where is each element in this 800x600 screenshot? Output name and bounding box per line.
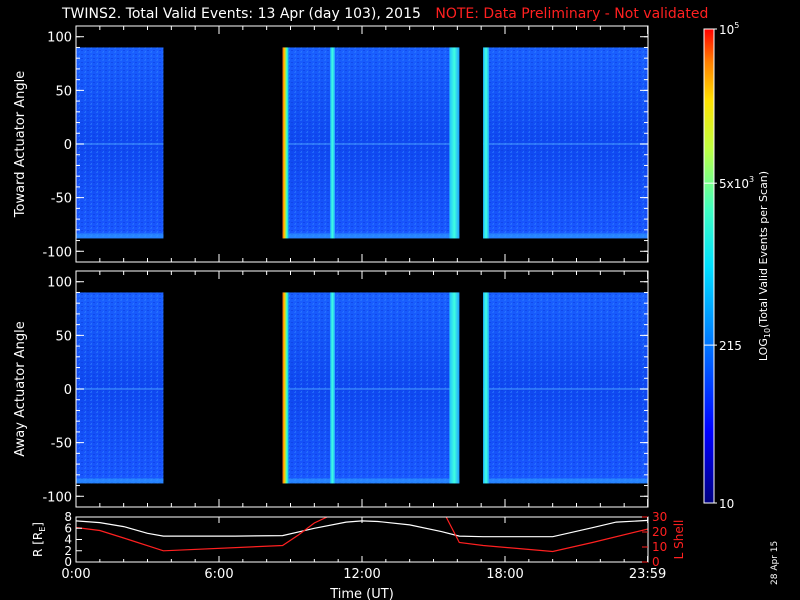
y-tick-label: -100 xyxy=(42,490,72,505)
colorbar-tick-label: 215 xyxy=(719,339,742,353)
date-stamp: 28 Apr 15 xyxy=(770,540,780,585)
y-axis-label-main: R [R xyxy=(31,532,45,557)
y2-axis-label: L Shell xyxy=(672,520,686,560)
y2-tick-label: 30 xyxy=(652,510,667,524)
y-tick-label: 100 xyxy=(47,276,72,291)
edge-band xyxy=(483,233,648,239)
y-tick-label: 2 xyxy=(64,544,72,558)
preliminary-note: NOTE: Data Preliminary - Not validated xyxy=(435,6,709,22)
bright-stripe xyxy=(330,47,335,239)
x-tick-label: 12:00 xyxy=(343,567,380,582)
colorbar-tick-label: 10 xyxy=(719,497,734,511)
y-tick-label: 8 xyxy=(64,510,72,524)
bright-stripe xyxy=(449,292,460,484)
y2-tick-label: 10 xyxy=(652,540,667,554)
colorbar-label-sub: 10 xyxy=(763,328,772,338)
bright-stripe xyxy=(449,47,460,239)
y-tick-label: 50 xyxy=(55,84,72,99)
bright-stripe xyxy=(282,292,289,484)
edge-band xyxy=(282,233,460,239)
y-tick-label: 4 xyxy=(64,533,72,547)
edge-band xyxy=(282,478,460,484)
heatmap-panel-1: 100 50 0 -50 -100 Toward Actuator Angle xyxy=(13,25,649,263)
y-axis-label-close: ] xyxy=(31,522,45,527)
colorbar-tick-text: 215 xyxy=(719,339,742,353)
colorbar-tick-text: 5x10 xyxy=(719,177,749,191)
y-tick-label: 0 xyxy=(64,555,72,569)
chart-title: TWINS2. Total Valid Events: 13 Apr (day … xyxy=(62,6,708,22)
heatmap-panel-2: 100 50 0 -50 -100 Away Actuator Angle xyxy=(13,270,649,508)
colorbar-tick-text: 10 xyxy=(719,23,734,37)
edge-band xyxy=(76,478,164,484)
axes-frame xyxy=(75,516,649,563)
y-axis-label: Away Actuator Angle xyxy=(13,321,28,456)
y-axis-label: R [RE] xyxy=(31,522,47,557)
zero-band xyxy=(483,142,648,145)
y-tick-label: 100 xyxy=(47,31,72,46)
y-tick-label: -100 xyxy=(42,245,72,260)
bright-stripe xyxy=(282,47,289,239)
lshell-series-line xyxy=(76,517,648,553)
bright-stripe xyxy=(483,47,490,239)
y-axis-label: Toward Actuator Angle xyxy=(13,71,28,218)
edge-band xyxy=(483,478,648,484)
y-tick-label: 50 xyxy=(55,329,72,344)
y-axis-label-sub: E xyxy=(38,527,47,532)
zero-band xyxy=(282,142,460,145)
title-text: TWINS2. Total Valid Events: 13 Apr (day … xyxy=(62,6,421,22)
bright-stripe xyxy=(330,292,335,484)
colorbar-tick-sup: 3 xyxy=(749,175,754,184)
y-tick-label: -50 xyxy=(51,437,72,452)
zero-band xyxy=(76,387,164,390)
y-tick-label: 0 xyxy=(64,138,72,153)
y-tick-label: 6 xyxy=(64,521,72,535)
zero-band xyxy=(282,387,460,390)
y-tick-label: -50 xyxy=(51,192,72,207)
y2-tick-label: 20 xyxy=(652,525,667,539)
edge-band xyxy=(76,233,164,239)
x-tick-label: 23:59 xyxy=(629,567,666,582)
zero-band xyxy=(483,387,648,390)
colorbar-label: LOG10(Total Valid Events per Scan) xyxy=(757,171,772,361)
colorbar-tick-label: 5x103 xyxy=(719,175,754,191)
colorbar-label-rest: (Total Valid Events per Scan) xyxy=(757,171,770,328)
x-tick-label: 0:00 xyxy=(61,567,90,582)
zero-band xyxy=(76,142,164,145)
colorbar-label-main: LOG xyxy=(757,338,770,361)
bright-stripe xyxy=(483,292,490,484)
y-tick-label: 0 xyxy=(64,383,72,398)
colorbar-gradient xyxy=(704,29,714,503)
colorbar-tick-label: 105 xyxy=(719,21,739,37)
colorbar-tick-text: 10 xyxy=(719,497,734,511)
x-tick-label: 6:00 xyxy=(204,567,233,582)
colorbar-tick-sup: 5 xyxy=(734,21,739,30)
x-axis-label: Time (UT) xyxy=(329,587,394,600)
x-tick-label: 18:00 xyxy=(486,567,523,582)
y2-tick-label: 0 xyxy=(652,555,660,569)
